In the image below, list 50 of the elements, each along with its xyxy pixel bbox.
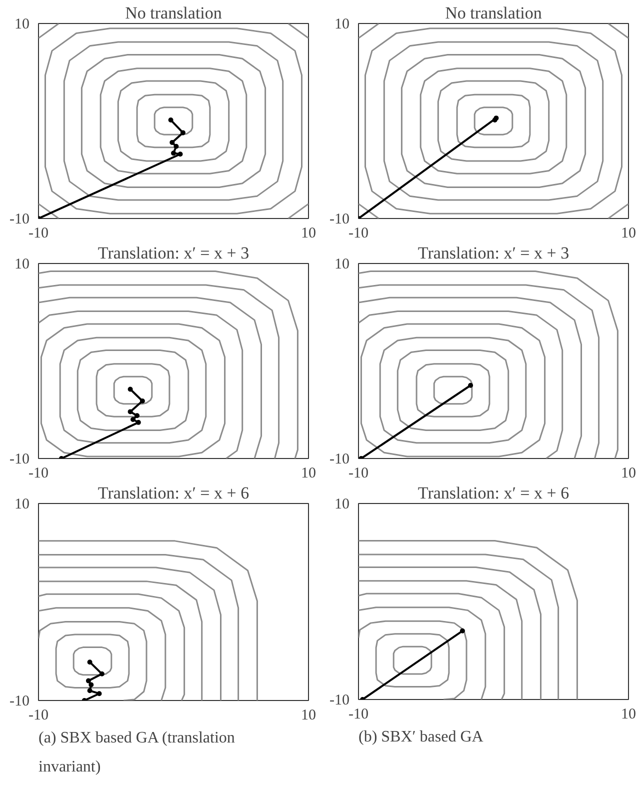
x-tick-label: -10 bbox=[348, 706, 368, 722]
x-tick-label: 10 bbox=[621, 466, 636, 482]
point bbox=[130, 417, 136, 422]
y-tick-label: -10 bbox=[10, 212, 30, 228]
point bbox=[170, 140, 175, 145]
y-tick-label: -10 bbox=[330, 452, 350, 468]
x-tick-label: -10 bbox=[348, 226, 368, 242]
point bbox=[99, 671, 104, 676]
y-tick-label: -10 bbox=[330, 212, 350, 228]
y-tick-label: 10 bbox=[334, 496, 350, 512]
x-tick-label: 10 bbox=[301, 466, 316, 482]
point bbox=[136, 420, 141, 425]
y-tick-label: 10 bbox=[14, 496, 30, 512]
chart-title: No translation bbox=[125, 4, 222, 22]
point bbox=[87, 688, 92, 694]
x-tick-label: 10 bbox=[301, 226, 316, 242]
point bbox=[86, 678, 91, 684]
y-tick-label: 10 bbox=[14, 256, 30, 272]
text: (a) SBX based GA (translation invariant) bbox=[38, 730, 235, 776]
x-tick-label: 10 bbox=[301, 708, 316, 724]
point bbox=[134, 413, 140, 418]
point bbox=[128, 386, 133, 392]
y-tick-label: 10 bbox=[334, 256, 350, 272]
point bbox=[178, 152, 183, 157]
chart-title: Translation: x′ = x + 3 bbox=[418, 244, 570, 262]
x-tick-label: -10 bbox=[28, 466, 48, 482]
point bbox=[128, 409, 133, 414]
y-tick-label: -10 bbox=[10, 452, 30, 468]
point bbox=[140, 398, 145, 404]
y-tick-label: 10 bbox=[334, 16, 350, 32]
point bbox=[88, 682, 94, 688]
x-tick-label: 10 bbox=[621, 706, 636, 722]
point bbox=[87, 660, 92, 665]
text: (b) SBX′ based GA bbox=[358, 728, 484, 746]
chart-title: Translation: x′ = x + 6 bbox=[98, 484, 250, 502]
x-tick-label: -10 bbox=[28, 226, 48, 242]
y-tick-label: -10 bbox=[330, 692, 350, 708]
y-tick-label: -10 bbox=[10, 694, 30, 710]
point bbox=[168, 118, 174, 123]
x-tick-label: -10 bbox=[28, 708, 48, 724]
point bbox=[171, 150, 176, 156]
point bbox=[96, 691, 102, 696]
point bbox=[180, 130, 186, 136]
x-tick-label: -10 bbox=[348, 466, 368, 482]
chart-title: Translation: x′ = x + 3 bbox=[98, 244, 250, 262]
x-tick-label: 10 bbox=[621, 226, 636, 242]
chart-title: No translation bbox=[445, 4, 542, 22]
y-tick-label: 10 bbox=[14, 16, 30, 32]
point bbox=[174, 144, 179, 149]
chart-title: Translation: x′ = x + 6 bbox=[418, 484, 570, 502]
